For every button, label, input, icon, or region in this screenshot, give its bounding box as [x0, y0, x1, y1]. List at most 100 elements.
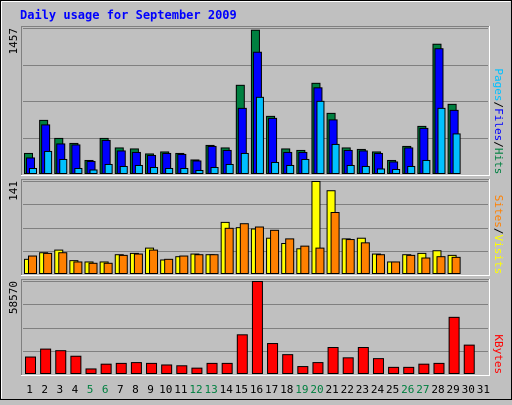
hits_files_pages-legend-part: /	[492, 141, 505, 148]
visits_sites-legend-part: Sites	[492, 195, 505, 228]
pages-bar	[150, 166, 159, 174]
pages-bar	[119, 165, 128, 174]
x-tick-label-day: 21	[326, 383, 339, 396]
pages-bar	[180, 167, 189, 174]
sites-bar	[436, 256, 446, 275]
visits_sites-bars	[24, 181, 461, 275]
kbytes-bar	[130, 362, 142, 375]
sites-bar	[118, 254, 128, 275]
kbytes-bar	[176, 365, 188, 374]
kbytes-bar	[448, 316, 460, 374]
pages-bar	[376, 168, 385, 175]
x-tick-label-day: 3	[57, 383, 64, 396]
kbytes-legend-label: KBytes	[492, 334, 505, 374]
pages-bar	[255, 96, 264, 174]
kbytes-bar	[433, 362, 445, 375]
kbytes-bar	[115, 362, 127, 375]
sites-bar	[149, 249, 159, 275]
pages-bar	[240, 152, 249, 174]
pages-bar	[165, 167, 174, 174]
kbytes-bar	[267, 343, 279, 374]
pages-bar	[361, 165, 370, 174]
sites-bar	[451, 256, 461, 275]
pages-bar	[195, 169, 204, 174]
hits_files_pages-legend-label: Pages/Files/Hits	[492, 68, 505, 174]
pages-bar	[210, 166, 219, 174]
x-tick-label-day: 27	[416, 383, 429, 396]
pages-bar	[271, 161, 280, 175]
x-tick-label-day: 8	[132, 383, 139, 396]
chart-title: Daily usage for September 2009	[20, 8, 237, 22]
sites-bar	[103, 262, 113, 274]
pages-bar	[104, 163, 113, 175]
sites-bar	[285, 238, 295, 274]
visits_sites-legend-label: Sites/Visits	[492, 195, 505, 274]
kbytes-bar	[221, 362, 233, 375]
x-tick-label-day: 20	[310, 383, 323, 396]
x-tick-label-day: 16	[250, 383, 263, 396]
sites-bar	[88, 262, 98, 274]
sites-bar	[179, 255, 189, 275]
kbytes-ymax-label: 58570	[7, 281, 20, 314]
x-tick-label-day: 15	[235, 383, 248, 396]
pages-bar	[392, 168, 401, 174]
pages-bar	[346, 164, 355, 175]
x-tick-label-day: 26	[401, 383, 414, 396]
kbytes-bar	[327, 347, 339, 374]
x-tick-label-day: 28	[431, 383, 444, 396]
x-tick-label-day: 31	[477, 383, 490, 396]
pages-bar	[89, 169, 98, 175]
pages-bar	[422, 159, 431, 175]
pages-bar	[134, 164, 143, 175]
kbytes-bar	[297, 366, 309, 375]
sites-bar	[270, 229, 280, 275]
pages-bar	[331, 143, 340, 175]
x-axis-labels: 1 2 3 4 5 6 7 8 9 10 11 12 13 14 15 16 17 18 19 20 21 22 23 24 2…	[26, 383, 490, 396]
kbytes-bar	[463, 344, 475, 375]
pages-bar	[44, 150, 53, 174]
pages-bar	[225, 163, 234, 175]
x-tick-label-day: 12	[189, 383, 202, 396]
sites-bar	[28, 255, 37, 275]
sites-bar	[330, 212, 340, 274]
kbytes-bar	[161, 364, 173, 374]
hits_files_pages-ymax-label: 1457	[7, 28, 20, 55]
x-tick-label-day: 9	[147, 383, 154, 396]
sites-bar	[164, 258, 174, 274]
x-tick-label-day: 30	[462, 383, 475, 396]
kbytes-bar	[85, 368, 97, 374]
kbytes-bar	[55, 350, 67, 374]
sites-bar	[209, 254, 219, 275]
x-tick-label-day: 10	[159, 383, 172, 396]
pages-bar	[286, 164, 295, 175]
kbytes-bar	[70, 355, 82, 375]
sites-bar	[375, 254, 385, 275]
kbytes-bar	[418, 363, 430, 374]
hits_files_pages-legend-part: /	[492, 102, 505, 109]
hits_files_pages-bars	[24, 29, 461, 175]
x-tick-label-day: 5	[87, 383, 94, 396]
x-tick-label-day: 25	[386, 383, 399, 396]
sites-bar	[300, 245, 310, 274]
x-tick-label-day: 14	[220, 383, 234, 396]
pages-bar	[59, 158, 68, 175]
x-tick-label-day: 13	[204, 383, 217, 396]
sites-bar	[254, 226, 264, 274]
sites-bar	[224, 227, 234, 274]
pages-bar	[74, 167, 83, 174]
sites-bar	[421, 257, 431, 275]
x-tick-label-day: 18	[280, 383, 293, 396]
visits_sites-legend-part: Visits	[492, 235, 505, 275]
sites-bar	[239, 223, 249, 275]
sites-bar	[391, 261, 401, 274]
kbytes-bar	[357, 347, 369, 374]
kbytes-bar	[372, 358, 384, 374]
sites-bar	[43, 252, 53, 274]
pages-bar	[301, 158, 310, 175]
pages-bar	[407, 165, 416, 174]
kbytes-bar	[342, 357, 354, 374]
x-tick-label-day: 6	[102, 383, 109, 396]
x-tick-label-day: 11	[174, 383, 187, 396]
sites-bar	[315, 247, 325, 274]
